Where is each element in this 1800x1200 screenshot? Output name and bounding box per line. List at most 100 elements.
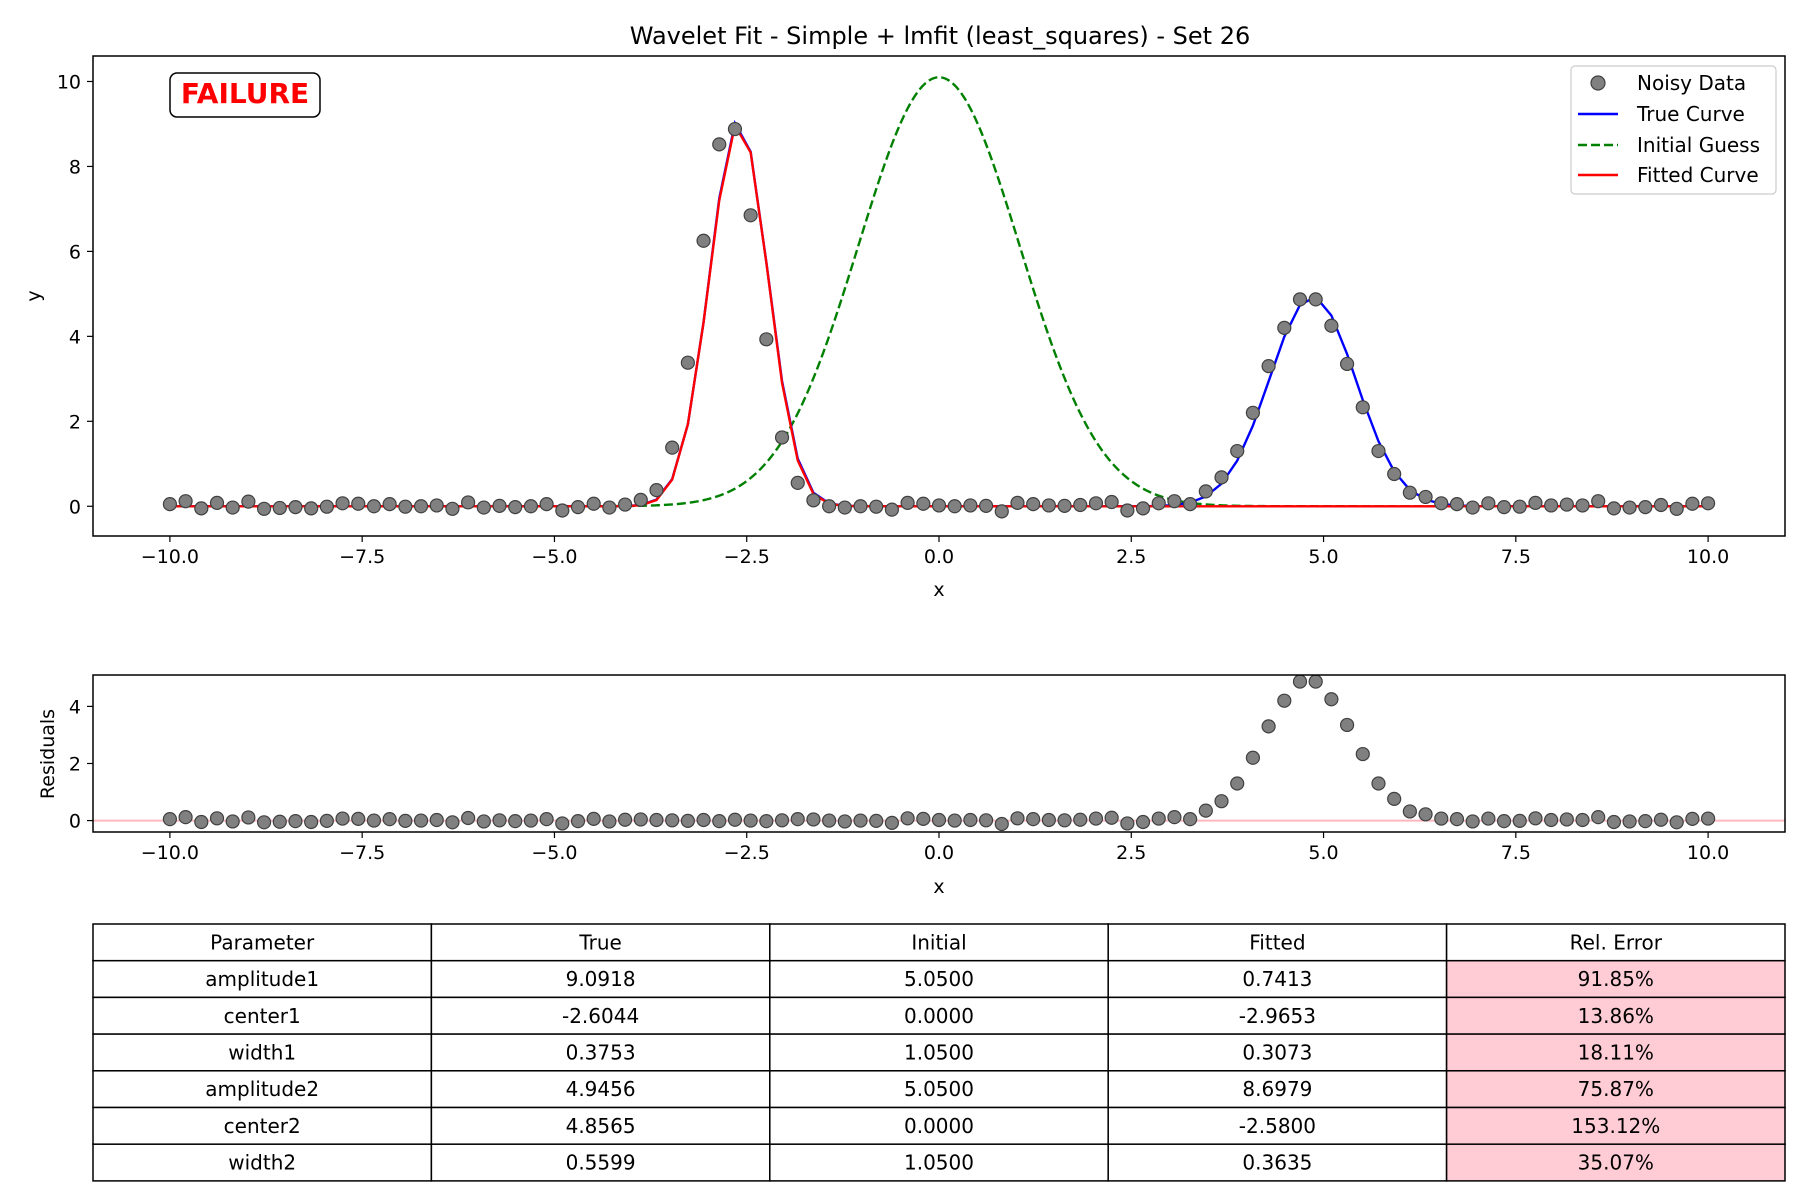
noisy-data-point bbox=[1339, 356, 1355, 372]
y-tick-label: 0 bbox=[69, 811, 81, 833]
table-cell bbox=[92, 1033, 433, 1072]
noisy-data-point bbox=[633, 492, 648, 507]
residual-point bbox=[1575, 812, 1590, 828]
table-cell-text: 5.0500 bbox=[904, 1077, 974, 1101]
residual-point bbox=[1088, 811, 1104, 826]
noisy-data-point bbox=[1653, 497, 1669, 513]
residual-point bbox=[1120, 816, 1135, 831]
noisy-data-point bbox=[351, 496, 366, 511]
noisy-data-point bbox=[1277, 320, 1292, 335]
table-cell-text: 4.9456 bbox=[566, 1077, 636, 1101]
residual-point bbox=[1292, 674, 1308, 689]
table-cell-text: 8.6979 bbox=[1242, 1077, 1312, 1101]
x-tick-label: −2.5 bbox=[724, 546, 770, 568]
table-cell-text: 35.07% bbox=[1578, 1151, 1654, 1175]
failure-badge: FAILURE bbox=[169, 72, 321, 118]
table-cell-text: 9.0918 bbox=[566, 967, 636, 991]
table-cell-text: 1.0500 bbox=[904, 1040, 974, 1064]
noisy-data-point bbox=[1434, 496, 1449, 511]
noisy-data-point bbox=[1167, 494, 1182, 509]
true-curve-line bbox=[169, 119, 1709, 508]
residuals-plot-marks bbox=[93, 674, 1785, 832]
noisy-data-point bbox=[649, 483, 664, 498]
noisy-data-point bbox=[539, 497, 554, 512]
noisy-data-point bbox=[963, 498, 978, 513]
residual-point bbox=[1073, 812, 1088, 827]
residuals-y-ticks: 0 2 4 bbox=[69, 696, 93, 833]
residual-point bbox=[649, 812, 664, 828]
x-tick-label: 0.0 bbox=[924, 546, 954, 568]
noisy-data-point bbox=[947, 499, 962, 514]
table-row: center2 4.8565 0.0000 -2.5800 153.12% bbox=[92, 1106, 1786, 1145]
residual-point bbox=[978, 813, 994, 828]
residual-point bbox=[429, 812, 444, 828]
residual-point bbox=[319, 813, 334, 828]
residual-point bbox=[1057, 813, 1072, 828]
residual-point bbox=[1261, 719, 1276, 734]
table-cell-text: 4.8565 bbox=[566, 1114, 636, 1138]
noisy-data-point bbox=[1010, 495, 1025, 510]
noisy-data-point bbox=[1685, 496, 1700, 511]
noisy-data-point bbox=[382, 497, 397, 512]
noisy-data-point bbox=[1104, 494, 1119, 510]
residual-point bbox=[931, 812, 947, 828]
residuals-x-ticks: −10.0 −7.5 −5.0 −2.5 0.0 2.5 5.0 7.5 10.0 bbox=[141, 832, 1729, 864]
noisy-data-point bbox=[1057, 498, 1072, 513]
residual-point bbox=[1496, 814, 1512, 829]
residual-point bbox=[633, 812, 648, 827]
residual-point bbox=[1198, 803, 1213, 818]
residual-point bbox=[806, 812, 821, 827]
x-tick-label: −7.5 bbox=[339, 546, 385, 568]
chart-title: Wavelet Fit - Simple + lmfit (least_squa… bbox=[630, 22, 1250, 50]
noisy-data-point bbox=[1292, 292, 1308, 307]
residual-point bbox=[1041, 812, 1056, 828]
residual-point bbox=[994, 816, 1009, 832]
noisy-data-point bbox=[665, 440, 680, 455]
table-cell bbox=[1107, 923, 1448, 962]
table-cell-text: center2 bbox=[224, 1114, 301, 1138]
x-tick-label: 0.0 bbox=[924, 842, 954, 864]
residual-point bbox=[476, 814, 491, 829]
residual-point bbox=[1402, 804, 1417, 819]
residual-point bbox=[272, 814, 287, 829]
x-tick-label: 10.0 bbox=[1687, 546, 1729, 568]
noisy-data-point bbox=[209, 495, 225, 510]
table-cell-text: 5.0500 bbox=[904, 967, 974, 991]
x-tick-label: 7.5 bbox=[1501, 546, 1531, 568]
noisy-data-point bbox=[445, 501, 460, 516]
residual-point bbox=[508, 814, 523, 829]
noisy-data-point bbox=[1214, 470, 1229, 485]
noisy-data-point bbox=[994, 504, 1009, 519]
table-row: width2 0.5599 1.0500 0.3635 35.07% bbox=[92, 1143, 1786, 1182]
residual-point bbox=[1135, 814, 1151, 830]
noisy-data-point bbox=[1528, 495, 1543, 510]
y-tick-label: 4 bbox=[69, 696, 81, 718]
noisy-data-point bbox=[1622, 500, 1637, 515]
fitted-curve-line bbox=[169, 122, 1709, 508]
table-cell bbox=[430, 1033, 771, 1072]
table-cell bbox=[1107, 959, 1448, 999]
main-y-ticks: 0 2 4 6 8 10 bbox=[57, 71, 93, 518]
residual-point bbox=[225, 814, 240, 829]
noisy-data-point bbox=[869, 499, 884, 514]
residual-point bbox=[1685, 811, 1700, 826]
table-cell bbox=[1445, 996, 1786, 1035]
noisy-data-point bbox=[288, 500, 303, 515]
x-tick-label: −10.0 bbox=[141, 546, 199, 568]
noisy-data-point bbox=[1575, 498, 1590, 513]
noisy-data-point bbox=[806, 493, 821, 508]
noisy-data-point bbox=[884, 502, 900, 517]
main-plot-frame bbox=[92, 55, 1786, 537]
residual-point bbox=[555, 816, 570, 831]
residual-point bbox=[617, 812, 633, 827]
failure-badge-text: FAILURE bbox=[181, 77, 309, 110]
noisy-data-point bbox=[555, 503, 570, 518]
table-row: width1 0.3753 1.0500 0.3073 18.11% bbox=[92, 1033, 1786, 1072]
noisy-data-point bbox=[617, 497, 633, 512]
residual-point bbox=[727, 812, 743, 827]
residual-point bbox=[304, 814, 319, 830]
table-cell bbox=[430, 1106, 771, 1145]
noisy-data-point bbox=[319, 499, 334, 514]
residual-point bbox=[743, 813, 758, 828]
